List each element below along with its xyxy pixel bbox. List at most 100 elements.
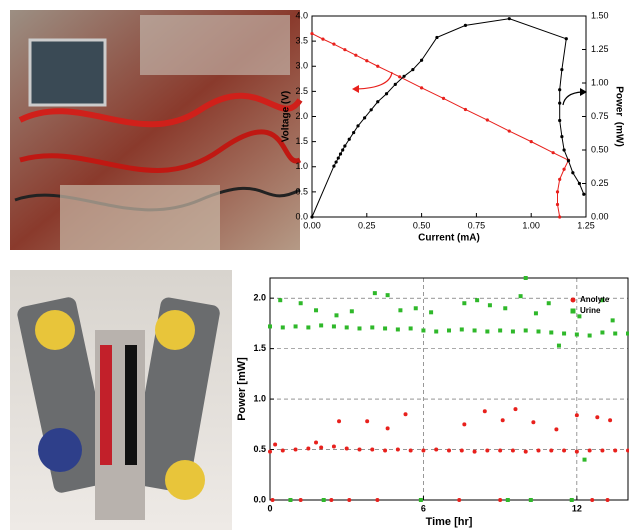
y2-tick-label: 0.25: [591, 178, 609, 188]
legend-swatch: [571, 298, 576, 303]
x-tick-label: 1.00: [522, 220, 540, 230]
data-point: [358, 448, 362, 452]
data-point: [354, 54, 357, 57]
data-point: [460, 449, 464, 453]
data-point: [606, 498, 610, 502]
data-point: [420, 86, 423, 89]
data-point: [376, 65, 379, 68]
data-point: [419, 498, 423, 502]
y2-tick-label: 1.00: [591, 77, 609, 87]
data-point: [271, 498, 275, 502]
data-point: [343, 144, 346, 147]
data-point: [508, 17, 511, 20]
data-point: [524, 276, 528, 280]
data-point: [583, 458, 587, 462]
photo-device: [10, 270, 232, 530]
data-point: [473, 450, 477, 454]
data-point: [556, 203, 559, 206]
y-tick-label: 1.5: [295, 136, 308, 146]
data-point: [332, 164, 335, 167]
plot-frame: [312, 16, 586, 217]
x-tick-label: 0.25: [358, 220, 376, 230]
data-point: [513, 407, 517, 411]
data-point: [281, 325, 285, 329]
data-point: [567, 159, 570, 162]
data-point: [501, 418, 505, 422]
data-point: [322, 498, 326, 502]
annotation-arrow: [356, 72, 392, 89]
y-tick-label: 0.0: [253, 494, 266, 504]
data-point: [464, 108, 467, 111]
data-point: [475, 298, 479, 302]
data-point: [485, 449, 489, 453]
data-point: [375, 498, 379, 502]
data-point: [404, 412, 408, 416]
data-point: [421, 449, 425, 453]
data-point: [531, 420, 535, 424]
data-point: [534, 311, 538, 315]
data-point: [434, 448, 438, 452]
data-point: [565, 37, 568, 40]
data-point: [562, 449, 566, 453]
annotation-arrow: [563, 92, 582, 105]
data-point: [442, 97, 445, 100]
data-point: [524, 328, 528, 332]
data-point: [376, 100, 379, 103]
data-point: [558, 178, 561, 181]
data-point: [558, 88, 561, 91]
data-point: [294, 324, 298, 328]
legend-swatch: [571, 309, 576, 314]
y-tick-label: 1.5: [253, 343, 266, 353]
data-point: [363, 116, 366, 119]
data-point: [562, 332, 566, 336]
data-point: [595, 415, 599, 419]
data-point: [321, 38, 324, 41]
data-point: [571, 171, 574, 174]
x-tick-label: 6: [421, 503, 426, 513]
y2-tick-label: 0.50: [591, 144, 609, 154]
data-point: [429, 310, 433, 314]
y2-tick-label: 1.25: [591, 44, 609, 54]
data-point: [530, 140, 533, 143]
data-point: [358, 326, 362, 330]
data-point: [268, 450, 272, 454]
data-point: [547, 301, 551, 305]
data-point: [578, 182, 581, 185]
data-point: [370, 108, 373, 111]
y2-axis-label: Power (mW): [613, 86, 624, 147]
data-point: [299, 301, 303, 305]
y-axis-label: Power [mW]: [236, 357, 248, 421]
arrow-head: [352, 85, 359, 93]
y2-tick-label: 1.50: [591, 10, 609, 20]
data-point: [350, 309, 354, 313]
x-tick-label: 0.50: [413, 220, 431, 230]
data-point: [409, 449, 413, 453]
data-point: [434, 329, 438, 333]
data-point: [498, 498, 502, 502]
y2-tick-label: 0.00: [591, 211, 609, 221]
data-point: [511, 449, 515, 453]
data-point: [460, 327, 464, 331]
x-axis-label: Current (mA): [418, 233, 480, 244]
y-axis-label: Voltage (V): [281, 91, 292, 142]
data-point: [575, 413, 579, 417]
data-point: [341, 148, 344, 151]
data-point: [402, 75, 405, 78]
data-point: [554, 427, 558, 431]
data-point: [337, 156, 340, 159]
y-tick-label: 0.5: [253, 444, 266, 454]
data-point: [343, 48, 346, 51]
legend-label: Urine: [580, 306, 601, 315]
data-point: [386, 293, 390, 297]
data-point: [613, 449, 617, 453]
data-point: [306, 325, 310, 329]
data-point: [503, 306, 507, 310]
data-point: [508, 129, 511, 132]
data-point: [435, 36, 438, 39]
data-point: [447, 449, 451, 453]
data-point: [352, 131, 355, 134]
y-tick-label: 2.0: [253, 293, 266, 303]
x-tick-label: 0.75: [468, 220, 486, 230]
data-point: [552, 151, 555, 154]
